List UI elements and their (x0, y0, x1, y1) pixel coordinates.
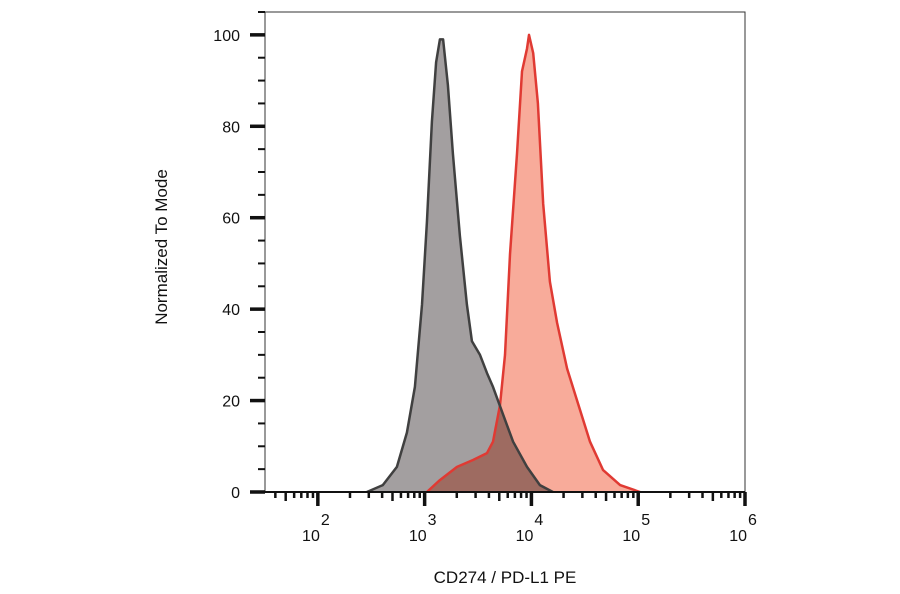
series-0-fill (366, 39, 553, 493)
y-tick-label: 40 (222, 302, 240, 319)
y-tick-label: 20 (222, 394, 240, 411)
series-layer (366, 33, 641, 494)
x-tick-exponent: 6 (748, 512, 757, 529)
x-tick-label: 10 (622, 528, 640, 545)
y-tick-label: 60 (222, 211, 240, 228)
x-tick-label: 10 (729, 528, 747, 545)
y-tick-label: 0 (231, 485, 240, 502)
series-0-line (366, 38, 554, 494)
x-tick-exponent: 5 (641, 512, 650, 529)
y-axis-label: Normalized To Mode (152, 169, 171, 325)
x-tick-label: 10 (409, 528, 427, 545)
x-tick-exponent: 4 (534, 512, 543, 529)
x-tick-exponent: 2 (321, 512, 330, 529)
y-tick-label: 100 (213, 28, 240, 45)
x-tick-label: 10 (516, 528, 534, 545)
y-tick-label: 80 (222, 119, 240, 136)
series-1-line (426, 33, 641, 494)
x-tick-label: 10 (302, 528, 320, 545)
x-axis-label: CD274 / PD-L1 PE (434, 568, 577, 587)
series-1-fill (426, 34, 640, 493)
x-tick-exponent: 3 (428, 512, 437, 529)
